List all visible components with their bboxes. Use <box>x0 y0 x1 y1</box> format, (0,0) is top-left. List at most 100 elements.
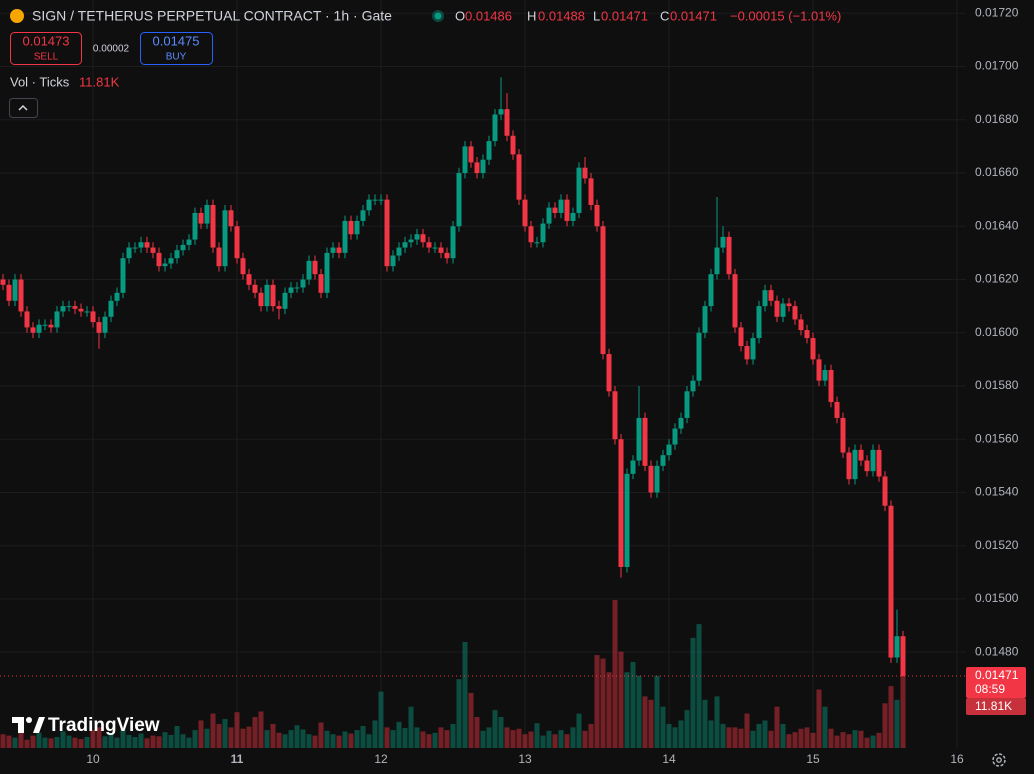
candle-body <box>294 287 300 289</box>
volume-bar <box>486 727 492 748</box>
volume-bar <box>90 730 96 748</box>
volume-bar <box>816 689 822 748</box>
candle-body <box>816 359 822 381</box>
candle-body <box>810 338 816 360</box>
candle-body <box>804 330 810 339</box>
axes: 0.01480 0.01500 0.01520 0.01540 0.01560 0.015… <box>86 5 1018 766</box>
candle-body <box>774 300 780 317</box>
buy-button[interactable] <box>140 32 213 65</box>
volume-bar <box>180 734 186 748</box>
candle-body <box>396 247 402 256</box>
candle-body <box>438 247 444 253</box>
change: −0.00015 (−1.01%) <box>730 8 841 23</box>
volume-bar <box>852 730 858 748</box>
volume-bar <box>210 713 216 748</box>
candle-body <box>498 109 504 115</box>
settings-icon[interactable] <box>992 753 1006 767</box>
volume-bar <box>684 710 690 748</box>
volume-bar <box>840 732 846 748</box>
candle-body <box>864 460 870 472</box>
volume-bar <box>798 728 804 748</box>
volume-bar <box>228 727 234 748</box>
candle-body <box>900 636 906 677</box>
candle-body <box>456 173 462 227</box>
candle-body <box>162 263 168 267</box>
candle-body <box>732 274 738 328</box>
volume-bar <box>222 719 228 748</box>
volume-bar <box>564 734 570 748</box>
candle-body <box>468 146 474 163</box>
candle-body <box>516 154 522 200</box>
volume-bar <box>66 735 72 748</box>
ohlc-key: C <box>660 8 669 23</box>
x-tick-label: 12 <box>374 752 388 766</box>
volume-bar <box>546 730 552 748</box>
candle-body <box>84 311 90 313</box>
candle-body <box>546 207 552 224</box>
volume-bar <box>240 728 246 748</box>
volume-bar <box>570 727 576 748</box>
candle-body <box>768 290 774 301</box>
volume-bar <box>516 728 522 748</box>
candle-body <box>174 250 180 259</box>
candle-body <box>54 311 60 328</box>
candle-body <box>324 252 330 293</box>
volume-bar <box>30 735 36 748</box>
volume-bar <box>450 723 456 748</box>
volume-bar <box>72 737 78 748</box>
symbol-icon <box>10 9 24 23</box>
candle-body <box>252 284 258 293</box>
volume-bar <box>822 706 828 748</box>
volume-bar <box>54 736 60 748</box>
collapse-button[interactable] <box>9 98 38 118</box>
volume-bar <box>528 731 534 748</box>
volume-bar <box>708 720 714 748</box>
volume-bar <box>480 730 486 748</box>
volume-bar <box>186 737 192 748</box>
candle-body <box>858 449 864 461</box>
volume-bar <box>114 737 120 748</box>
candle-body <box>582 167 588 179</box>
candle-body <box>846 452 852 480</box>
volume-bar <box>102 736 108 748</box>
candle-body <box>222 210 228 267</box>
candle-body <box>414 234 420 240</box>
y-tick-label: 0.01720 <box>975 5 1019 19</box>
sell-button[interactable] <box>10 32 82 65</box>
volume-bar <box>18 730 24 748</box>
volume-tag <box>966 698 1026 715</box>
candle-body <box>492 114 498 142</box>
volume-bar <box>234 712 240 748</box>
candle-body <box>354 220 360 235</box>
volume-bar <box>876 732 882 748</box>
volume-legend-value: 11.81K <box>79 74 120 89</box>
candle-body <box>6 284 12 301</box>
volume-bar <box>438 727 444 748</box>
candle-body <box>522 199 528 227</box>
candle-body <box>60 306 66 312</box>
candle-body <box>612 391 618 440</box>
candle-body <box>330 247 336 253</box>
volume-bar <box>600 658 606 748</box>
volume-bar <box>204 728 210 748</box>
candle-body <box>102 316 108 333</box>
gear[interactable] <box>992 753 1006 767</box>
candle-body <box>594 204 600 227</box>
candle-body <box>750 338 756 360</box>
volume-bar <box>426 734 432 748</box>
volume-bar <box>744 713 750 748</box>
volume-bar <box>726 727 732 748</box>
sell-label: SELL <box>34 52 59 63</box>
volume-bar <box>834 735 840 748</box>
volume-bar <box>522 734 528 748</box>
candle-body <box>204 204 210 224</box>
candle-body <box>30 327 36 333</box>
volume-bar <box>552 734 558 748</box>
candle-body <box>300 279 306 288</box>
gear-core <box>996 757 1002 763</box>
volume-bar <box>672 727 678 748</box>
countdown: 08:59 <box>975 682 1005 696</box>
candle-body <box>312 260 318 275</box>
volume-bar <box>342 731 348 748</box>
volume-bar <box>216 723 222 748</box>
